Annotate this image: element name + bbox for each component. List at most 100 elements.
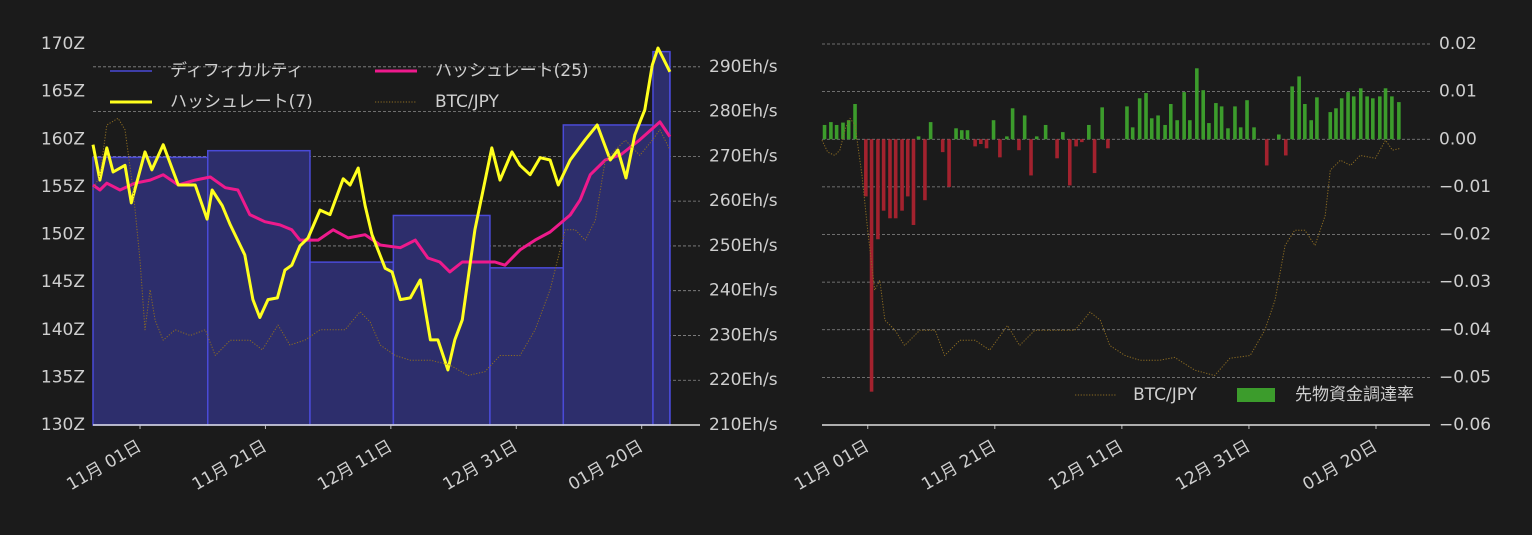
funding-bar (1371, 98, 1375, 140)
funding-bar (876, 139, 880, 240)
difficulty-step (562, 124, 654, 426)
difficulty-step (489, 267, 565, 426)
funding-bar (1226, 128, 1230, 140)
funding-bar (1219, 106, 1224, 140)
funding-bar (869, 139, 874, 392)
funding-bar (1383, 88, 1388, 140)
funding-bar (888, 139, 892, 219)
y-tick-label: −0.02 (1439, 225, 1491, 245)
funding-bar (834, 124, 839, 140)
funding-bar (1188, 120, 1192, 140)
funding-bar (979, 139, 983, 145)
funding-bar (1346, 92, 1350, 140)
funding-bar (1055, 139, 1059, 159)
funding-bar (1390, 96, 1394, 140)
difficulty-step (392, 214, 491, 426)
series-line (92, 117, 671, 376)
funding-bar (1358, 88, 1363, 140)
y-tick-label: 140Z (41, 320, 85, 340)
funding-bar (1067, 139, 1072, 186)
funding-bar (954, 128, 958, 140)
y-tick-label: 155Z (41, 177, 85, 197)
funding-bar (1339, 98, 1344, 140)
legend-label: ハッシュレート(7) (170, 92, 313, 112)
y2-tick-label: 220Eh/s (709, 370, 778, 390)
funding-bar (1022, 115, 1027, 140)
funding-bar (1182, 92, 1186, 140)
y2-tick-label: 290Eh/s (709, 57, 778, 77)
funding-bar (1334, 108, 1338, 140)
y-tick-label: −0.05 (1439, 367, 1491, 387)
funding-bar (1195, 68, 1199, 140)
difficulty-step (207, 149, 311, 426)
y-tick-label: 145Z (41, 272, 85, 292)
funding-bar (1238, 127, 1243, 140)
funding-bar (1283, 139, 1288, 156)
funding-bar (998, 139, 1002, 158)
legend-label: ディフィカルティ (170, 60, 303, 81)
legend-label: ハッシュレート(25) (435, 61, 589, 81)
y-tick-label: −0.06 (1439, 415, 1491, 435)
funding-bar (1029, 139, 1033, 176)
funding-bar (1144, 93, 1148, 140)
funding-bar (841, 122, 845, 140)
funding-bar (1264, 139, 1269, 166)
funding-bar (1106, 139, 1110, 149)
chart-panel: 130Z 135Z 140Z 145Z 150Z 155Z 160Z 165Z 170Z 210E… (41, 34, 778, 495)
funding-bar (1303, 104, 1307, 140)
legend-label: BTC/JPY (1133, 385, 1198, 405)
series-line (91, 46, 672, 372)
funding-bar (905, 139, 910, 197)
funding-bar (1309, 120, 1313, 140)
y2-tick-label: 230Eh/s (709, 325, 778, 345)
y-tick-label: −0.01 (1439, 177, 1491, 197)
funding-bar (1074, 139, 1078, 147)
series-line (821, 117, 1401, 376)
funding-bar (822, 124, 827, 140)
funding-bar (1034, 136, 1039, 140)
funding-bar (1017, 139, 1021, 151)
funding-bar (829, 122, 833, 140)
y-tick-label: 0.00 (1439, 129, 1477, 149)
difficulty-step (309, 261, 395, 426)
funding-bar (1315, 97, 1319, 140)
funding-bar (911, 139, 916, 225)
funding-bar (928, 122, 933, 140)
funding-bar (1397, 102, 1401, 140)
funding-bar (1156, 115, 1160, 140)
legend-swatch (1237, 388, 1275, 402)
funding-bar (991, 120, 996, 140)
y2-tick-label: 270Eh/s (709, 146, 778, 166)
funding-bar (965, 130, 970, 140)
funding-bar (1163, 124, 1167, 140)
legend-label: BTC/JPY (435, 92, 500, 112)
funding-bar (1252, 127, 1256, 140)
y-tick-label: 160Z (41, 129, 85, 149)
funding-bar (1010, 108, 1015, 140)
funding-bar (1100, 107, 1104, 140)
funding-bar (1233, 106, 1237, 140)
y-tick-label: 0.01 (1439, 82, 1477, 102)
y2-tick-label: 250Eh/s (709, 236, 778, 256)
y2-tick-label: 260Eh/s (709, 191, 778, 211)
difficulty-step (652, 50, 671, 426)
y-tick-label: −0.04 (1439, 320, 1491, 340)
y2-tick-label: 240Eh/s (709, 281, 778, 301)
funding-bar (1365, 96, 1369, 140)
y-tick-label: 0.02 (1439, 34, 1477, 54)
funding-bar (1043, 124, 1048, 140)
funding-bar (881, 139, 886, 211)
funding-bar (1351, 96, 1356, 140)
y-tick-label: 165Z (41, 82, 85, 102)
legend-label: 先物資金調達率 (1295, 385, 1414, 405)
y-tick-label: 130Z (41, 415, 85, 435)
funding-bar (893, 139, 898, 219)
y2-tick-label: 280Eh/s (709, 102, 778, 122)
funding-bar (1201, 90, 1205, 140)
y-tick-label: 170Z (41, 34, 85, 54)
funding-bar (1297, 76, 1301, 140)
funding-bar (1080, 139, 1084, 143)
funding-bar (973, 139, 977, 147)
